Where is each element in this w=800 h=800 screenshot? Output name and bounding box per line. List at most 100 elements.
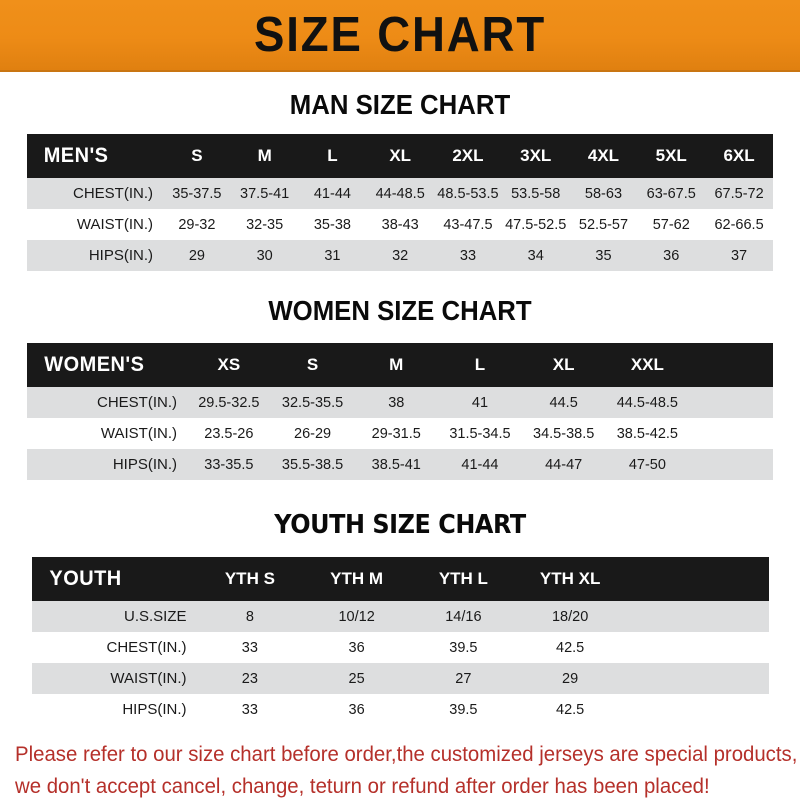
table-cell: 44-48.5: [375, 185, 425, 202]
table-cell: 10/12: [338, 608, 375, 625]
table-cell: 58-63: [584, 185, 623, 202]
youth-table-header: YOUTH YTH S YTH M YTH L YTH XL: [31, 557, 769, 601]
disclaimer-text: Please refer to our size chart before or…: [15, 725, 798, 800]
table-row: WAIST(IN.) 23.5-26 26-29 29-31.5 31.5-34…: [27, 418, 773, 449]
table-cell: 41-44: [313, 185, 351, 202]
table-cell: 29.5-32.5: [198, 394, 260, 411]
table-cell: 42.5: [556, 639, 585, 656]
table-cell: 37: [730, 247, 748, 264]
table-cell: 29: [562, 670, 579, 687]
men-size-col-3xl: 3XL: [520, 146, 552, 165]
table-cell: 38.5-41: [371, 456, 421, 473]
table-header-row: WOMEN'S XS S M L XL XXL: [27, 343, 773, 387]
table-cell: 43-47.5: [443, 216, 493, 233]
table-cell: 32.5-35.5: [281, 394, 344, 411]
women-size-table: WOMEN'S XS S M L XL XXL CHEST(IN.) 29.5-…: [27, 343, 773, 480]
table-cell: 33: [241, 701, 258, 718]
table-cell: 62-66.5: [714, 216, 764, 233]
women-row-label-hips: HIPS(IN.): [112, 456, 177, 473]
table-row: U.S.SIZE 8 10/12 14/16 18/20: [31, 601, 769, 632]
table-cell: 30: [256, 247, 273, 264]
table-header-row: YOUTH YTH S YTH M YTH L YTH XL: [31, 557, 769, 601]
men-size-col-5xl: 5XL: [655, 146, 687, 165]
table-cell: 35.5-38.5: [281, 456, 344, 473]
table-cell: 47-50: [628, 456, 666, 473]
table-header-row: MEN'S S M L XL 2XL 3XL 4XL 5XL 6XL: [27, 134, 773, 178]
table-cell: 39.5: [449, 701, 478, 718]
table-cell: 35-37.5: [172, 185, 222, 202]
table-cell: 36: [348, 639, 365, 656]
youth-corner-label: YOUTH: [48, 567, 122, 590]
table-cell: 47.5-52.5: [505, 216, 567, 233]
youth-row-label-hips: HIPS(IN.): [122, 701, 187, 718]
men-size-col-s: S: [191, 146, 203, 165]
women-size-col-l: L: [474, 355, 486, 374]
table-cell: 34.5-38.5: [533, 425, 595, 442]
table-row: WAIST(IN.) 23 25 27 29: [31, 663, 769, 694]
women-size-col-xs: XS: [217, 355, 241, 374]
table-cell: 27: [455, 670, 472, 687]
table-cell: 34: [527, 247, 544, 264]
men-size-col-m: M: [257, 146, 272, 165]
table-cell: 44.5: [549, 394, 578, 411]
page-banner: SIZE CHART: [0, 0, 800, 72]
men-size-col-xl: XL: [389, 146, 412, 165]
women-section-heading: WOMEN SIZE CHART: [268, 295, 532, 326]
women-size-col-m: M: [389, 355, 404, 374]
women-corner-label: WOMEN'S: [44, 353, 145, 376]
disclaimer-line-1: Please refer to our size chart before or…: [15, 743, 798, 766]
men-corner-label: MEN'S: [43, 144, 109, 167]
table-cell: 23.5-26: [204, 425, 254, 442]
table-cell: 25: [348, 670, 365, 687]
table-cell: 63-67.5: [646, 185, 696, 202]
youth-size-col-s: YTH S: [224, 569, 275, 588]
table-cell: 44.5-48.5: [616, 394, 678, 411]
youth-size-col-xl: YTH XL: [539, 569, 601, 588]
men-row-label-waist: WAIST(IN.): [76, 216, 153, 233]
youth-size-col-l: YTH L: [438, 569, 488, 588]
youth-section-heading: YOUTH SIZE CHART: [274, 510, 526, 540]
table-cell: 41: [471, 394, 489, 411]
table-row: CHEST(IN.) 33 36 39.5 42.5: [31, 632, 769, 663]
women-row-label-waist: WAIST(IN.): [100, 425, 177, 442]
table-cell: 36: [348, 701, 365, 718]
table-row: HIPS(IN.) 29 30 31 32 33 34 35 36 37: [27, 240, 773, 271]
page-title: SIZE CHART: [253, 7, 547, 62]
table-row: HIPS(IN.) 33-35.5 35.5-38.5 38.5-41 41-4…: [27, 449, 773, 480]
table-cell: 38: [388, 394, 405, 411]
men-row-label-chest: CHEST(IN.): [73, 185, 153, 202]
table-cell: 31.5-34.5: [449, 425, 511, 442]
table-cell: 42.5: [556, 701, 585, 718]
table-cell: 33: [241, 639, 258, 656]
table-cell: 52.5-57: [578, 216, 629, 233]
men-row-label-hips: HIPS(IN.): [88, 247, 153, 264]
youth-size-col-m: YTH M: [330, 569, 384, 588]
table-row: WAIST(IN.) 29-32 32-35 35-38 38-43 43-47…: [27, 209, 773, 240]
table-row: HIPS(IN.) 33 36 39.5 42.5: [31, 694, 769, 725]
table-cell: 18/20: [551, 608, 589, 625]
table-cell: 33-35.5: [204, 456, 254, 473]
table-cell: 36: [663, 247, 680, 264]
table-row: CHEST(IN.) 35-37.5 37.5-41 41-44 44-48.5…: [27, 178, 773, 209]
youth-size-col-empty: [624, 557, 769, 601]
table-row: CHEST(IN.) 29.5-32.5 32.5-35.5 38 41 44.…: [27, 387, 773, 418]
table-cell: 67.5-72: [714, 185, 764, 202]
table-cell: 48.5-53.5: [437, 185, 499, 202]
table-cell-empty: [624, 663, 769, 694]
table-cell: 35: [595, 247, 612, 264]
table-cell: 41-44: [461, 456, 499, 473]
table-cell: 23: [241, 670, 258, 687]
table-cell: 31: [324, 247, 341, 264]
women-size-col-s: S: [306, 355, 319, 374]
table-cell: 38-43: [381, 216, 419, 233]
men-table-body: CHEST(IN.) 35-37.5 37.5-41 41-44 44-48.5…: [27, 178, 773, 271]
disclaimer-line-2: we don't accept cancel, change, teturn o…: [15, 774, 710, 798]
women-size-col-xxl: XXL: [630, 355, 664, 374]
table-cell: 14/16: [445, 608, 482, 625]
men-size-table: MEN'S S M L XL 2XL 3XL 4XL 5XL 6XL CHEST…: [27, 134, 773, 271]
table-cell: 26-29: [294, 425, 332, 442]
table-cell: 39.5: [449, 639, 478, 656]
women-table-header: WOMEN'S XS S M L XL XXL: [27, 343, 773, 387]
table-cell: 29-32: [178, 216, 216, 233]
table-cell-empty: [624, 601, 769, 632]
